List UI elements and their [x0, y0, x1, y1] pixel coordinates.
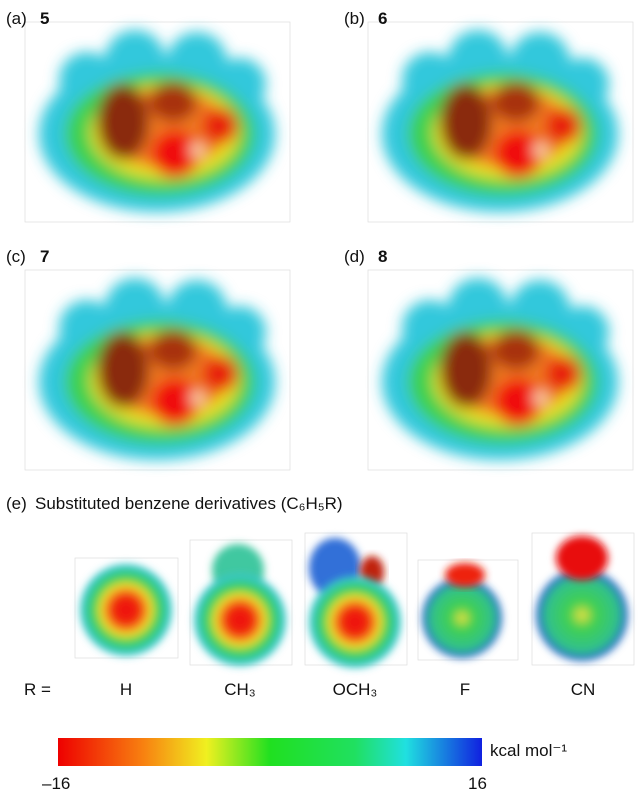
esp-map [305, 533, 407, 668]
substituent: H [120, 680, 132, 699]
esp-map [418, 560, 518, 660]
r-label: R = [24, 680, 51, 699]
substituent: CN [571, 680, 596, 699]
compound-number: 5 [40, 9, 49, 28]
substituent: F [460, 680, 470, 699]
panel-label: (b) [344, 9, 365, 28]
color-bar-max: 16 [468, 774, 487, 793]
panel-label: (a) [6, 9, 27, 28]
panel-label: (e) [6, 494, 27, 513]
esp-map [75, 558, 178, 658]
panel-label: (c) [6, 247, 26, 266]
substituent: OCH₃ [333, 680, 378, 699]
color-bar-min: –16 [42, 774, 70, 793]
compound-number: 8 [378, 247, 387, 266]
panel-label: (d) [344, 247, 365, 266]
esp-map [368, 270, 633, 470]
esp-map [25, 270, 290, 470]
section-title: Substituted benzene derivatives (C₆H₅R) [35, 494, 343, 513]
esp-map [190, 540, 292, 666]
compound-number: 7 [40, 247, 49, 266]
esp-map [25, 22, 290, 222]
color-bar-unit: kcal mol⁻¹ [490, 741, 567, 760]
color-bar [58, 738, 482, 766]
esp-map [532, 533, 634, 665]
figure: (a) 5 (b) 6 (c) 7 (d) 8 (e) Substituted … [0, 0, 639, 793]
esp-map [368, 22, 633, 222]
substituent: CH₃ [224, 680, 255, 699]
compound-number: 6 [378, 9, 387, 28]
